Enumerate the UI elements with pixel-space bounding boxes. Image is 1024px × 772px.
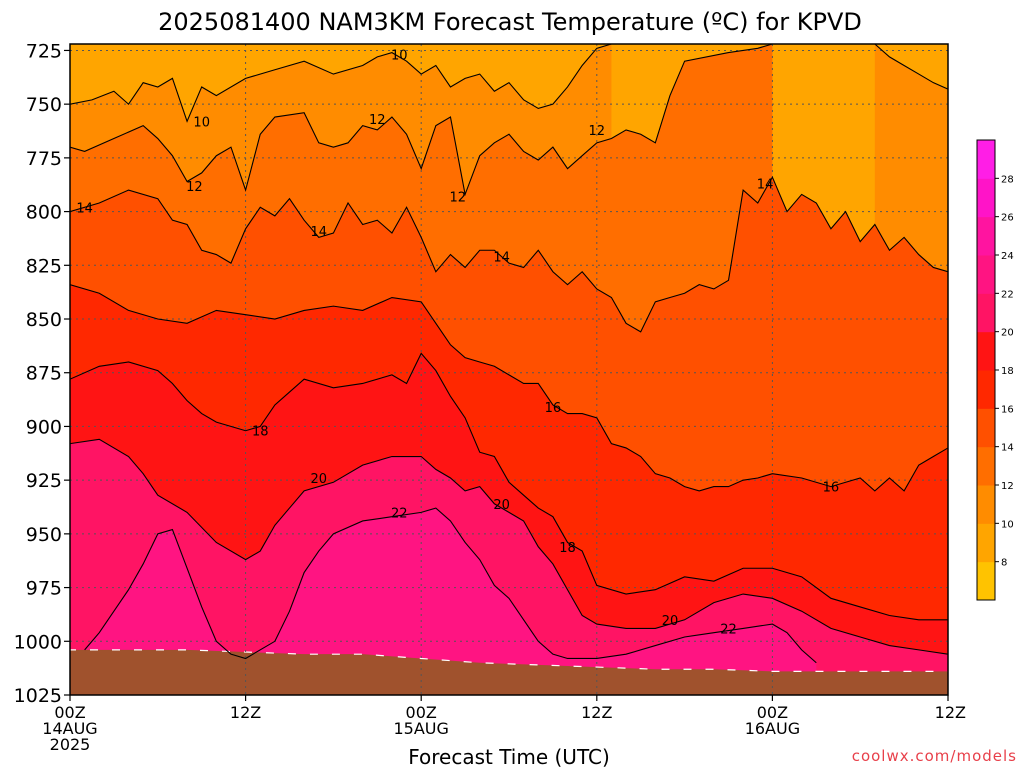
x-axis-label: Forecast Time (UTC)	[408, 745, 610, 768]
colorbar-label: 14	[1001, 443, 1014, 454]
colorbar-label: 18	[1001, 366, 1014, 377]
colorbar-label: 20	[1001, 328, 1014, 339]
y-tick-label: 950	[26, 524, 62, 546]
x-tick-label: 12Z	[230, 703, 261, 722]
contour-line-22	[84, 507, 817, 664]
contour-label: 12	[450, 191, 467, 206]
colorbar-label: 16	[1001, 404, 1014, 415]
x-tick-label: 12Z	[935, 703, 966, 722]
colorbar-swatch	[977, 216, 995, 256]
chart-title: 2025081400 NAM3KM Forecast Temperature (…	[158, 8, 862, 36]
colorbar-label: 26	[1001, 213, 1014, 224]
x-tick-label: 00Z	[54, 703, 85, 722]
x-tick-label: 2025	[50, 735, 91, 754]
ground-mask	[70, 649, 948, 695]
colorbar-swatch	[977, 370, 995, 409]
contour-label: 10	[193, 115, 210, 130]
x-tick-label: 16AUG	[745, 719, 800, 738]
temperature-band	[84, 508, 817, 695]
contour-line-16	[70, 284, 948, 492]
contour-label: 22	[391, 506, 408, 521]
colorbar-swatch	[977, 178, 995, 218]
x-tick-label: 15AUG	[393, 719, 448, 738]
plot-area	[70, 44, 948, 695]
contour-label: 14	[493, 251, 510, 266]
y-tick-label: 775	[26, 148, 62, 170]
y-tick-label: 1025	[14, 685, 62, 707]
colorbar-label: 28	[1001, 174, 1014, 185]
colorbar-swatch	[977, 523, 995, 563]
contour-label: 12	[589, 124, 606, 139]
contour-line-12	[70, 44, 773, 197]
y-tick-label: 850	[26, 309, 62, 331]
plot-frame	[69, 43, 949, 696]
contour-label: 20	[662, 614, 679, 629]
y-tick-label: 925	[26, 470, 62, 492]
colorbar-label: 22	[1001, 289, 1014, 300]
contour-line-10	[70, 44, 612, 123]
colorbar-swatch	[977, 293, 995, 333]
colorbar-swatch	[977, 446, 995, 486]
contour-line-14	[70, 175, 948, 333]
x-tick-label: 12Z	[581, 703, 612, 722]
contour-label: 12	[369, 113, 386, 128]
contour-labels: 10 10 12 12 12 12 14 14 14 14 16 16 18 18 20 20 20 22 22	[76, 49, 839, 638]
contour-label: 20	[493, 498, 510, 513]
gridlines	[70, 44, 948, 695]
colorbar-swatch	[977, 255, 995, 294]
colorbar-swatch	[977, 331, 995, 371]
y-axis: 725 750 775 800 825 850 875 900 925 950 975 1000 102…	[14, 40, 70, 707]
contour-label: 16	[823, 481, 840, 496]
colorbar-label: 24	[1001, 251, 1014, 262]
contour-label: 12	[186, 180, 203, 195]
y-tick-label: 875	[26, 363, 62, 385]
contour-line-18	[70, 352, 948, 621]
colorbar-swatch	[977, 408, 995, 448]
contour-label: 14	[76, 201, 93, 216]
colorbar-label: 12	[1001, 481, 1014, 492]
contour-lines	[70, 44, 948, 664]
contour-label: 22	[720, 622, 737, 637]
colorbar: 8 10 12 14 16 18 20 22 24 26 28	[976, 139, 1014, 601]
contour-label: 14	[310, 225, 327, 240]
x-tick-label: 00Z	[406, 703, 437, 722]
contour-label: 18	[252, 425, 269, 440]
colorbar-label: 8	[1001, 558, 1007, 569]
contour-label: 16	[545, 401, 562, 416]
y-tick-label: 900	[26, 416, 62, 438]
contour-label: 18	[559, 541, 576, 556]
y-tick-label: 1000	[14, 631, 62, 653]
x-tick-label: 00Z	[757, 703, 788, 722]
colorbar-swatch	[977, 485, 995, 524]
colorbar-label: 10	[1001, 519, 1014, 530]
ground-surface	[70, 649, 948, 695]
credit-text: coolwx.com/models	[852, 747, 1017, 765]
contour-line-20	[70, 438, 948, 655]
y-tick-label: 825	[26, 255, 62, 277]
y-tick-label: 975	[26, 578, 62, 600]
contour-label: 10	[391, 49, 408, 64]
x-tick-label: 14AUG	[42, 719, 97, 738]
colorbar-swatch	[977, 140, 995, 179]
y-tick-label: 800	[26, 202, 62, 224]
colorbar-swatch	[977, 561, 995, 601]
y-tick-label: 750	[26, 94, 62, 116]
y-tick-label: 725	[26, 40, 62, 62]
contour-line-10	[874, 44, 948, 90]
contour-label: 20	[310, 472, 327, 487]
contour-label: 14	[757, 178, 774, 193]
